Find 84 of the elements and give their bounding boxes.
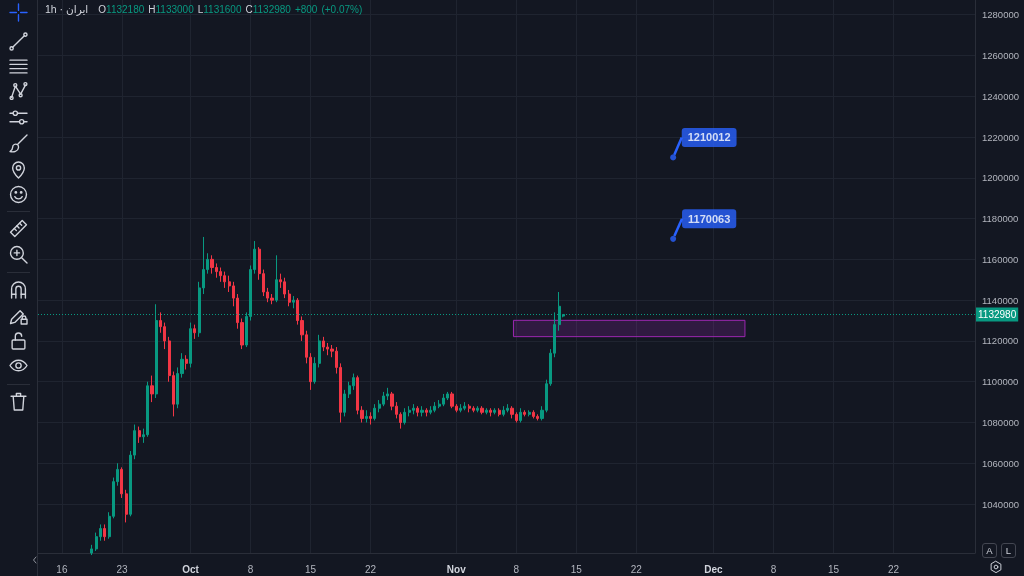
x-tick-label: 15	[827, 563, 840, 575]
candlestick	[433, 401, 436, 413]
x-tick-label: 23	[116, 563, 128, 575]
x-tick-label: Dec	[704, 563, 724, 575]
x-tick-label: 22	[365, 563, 377, 575]
candlestick	[322, 336, 325, 352]
candlestick	[523, 409, 526, 417]
candlestick	[493, 407, 496, 415]
x-tick-label: 15	[570, 563, 583, 575]
candlestick	[373, 403, 376, 421]
x-tick-label: 8	[770, 563, 777, 575]
x-tick-label: 8	[247, 563, 254, 575]
scale-button: L	[1001, 543, 1016, 558]
x-tick-label: 8	[513, 563, 520, 575]
candlestick	[318, 334, 321, 368]
candlestick	[275, 254, 278, 303]
candlestick	[476, 405, 479, 413]
candlestick	[459, 403, 462, 413]
x-tick-label: 16	[56, 563, 68, 575]
x-tick-label: 15	[305, 563, 317, 575]
x-tick-label: 22	[887, 563, 900, 575]
y-tick-label: 1180000	[982, 213, 1019, 225]
candlestick	[450, 391, 454, 409]
candlestick	[519, 407, 522, 423]
candlestick	[365, 409, 368, 423]
y-tick-label: 1080000	[982, 417, 1019, 428]
y-tick-label: 1240000	[982, 90, 1019, 102]
candlestick	[485, 407, 488, 415]
candlestick	[120, 466, 123, 499]
candlestick	[420, 405, 424, 417]
y-tick-label: 1220000	[982, 131, 1019, 143]
x-tick-label: Nov	[446, 563, 467, 575]
data-label: 1170063	[688, 212, 731, 225]
candlestick	[223, 271, 226, 289]
y-tick-label: 1060000	[982, 457, 1019, 469]
y-tick-label: 1100000	[982, 376, 1019, 388]
y-tick-label: 1120000	[982, 335, 1019, 347]
x-tick-label: Oct	[182, 563, 200, 575]
candlestick	[313, 356, 316, 385]
candlestick	[90, 544, 93, 554]
candlestick	[532, 409, 535, 419]
candlestick	[150, 375, 154, 403]
candlestick	[189, 322, 192, 368]
y-tick-label: 1200000	[982, 172, 1019, 184]
candlestick	[403, 407, 406, 426]
candlestick	[463, 401, 466, 411]
candlestick	[412, 403, 415, 415]
x-tick-label: 22	[630, 563, 643, 575]
ref-line-label: 1132980	[978, 308, 1017, 320]
candlestick	[425, 407, 428, 417]
chart-title: 1h · ایران	[45, 3, 89, 15]
y-tick-label: 1260000	[982, 49, 1019, 61]
candlestick	[288, 289, 291, 307]
y-tick-label: 1040000	[982, 498, 1019, 510]
chart-subtitle: O1132180 H1133000 L1131600 C1132980 +800 (+0.07%)	[98, 3, 363, 17]
candlestick	[283, 277, 286, 299]
candlestick	[498, 407, 501, 417]
candlestick	[185, 354, 188, 370]
candlestick	[210, 254, 214, 275]
candlestick	[480, 405, 484, 415]
candlestick	[103, 523, 106, 542]
candlestick	[429, 405, 432, 415]
candlestick	[506, 403, 509, 413]
y-tick-label: 1140000	[982, 294, 1019, 306]
candlestick	[510, 405, 514, 419]
candlestick	[408, 405, 411, 417]
candlestick	[442, 393, 445, 407]
scale-button: A	[982, 543, 997, 558]
candlestick	[468, 403, 471, 413]
candlestick	[343, 389, 346, 417]
candlestick	[369, 411, 372, 426]
candlestick	[528, 409, 531, 417]
candlestick	[193, 324, 196, 340]
candlestick	[125, 489, 128, 523]
candlestick	[416, 405, 419, 417]
data-label: 1210012	[687, 131, 731, 144]
candlestick	[536, 413, 539, 421]
candlestick	[138, 426, 141, 444]
y-tick-label: 1160000	[982, 253, 1019, 265]
candlestick	[292, 295, 295, 309]
candlestick	[472, 405, 475, 413]
candlestick	[502, 405, 505, 417]
candlestick	[489, 407, 492, 417]
y-tick-label: 1280000	[982, 9, 1019, 21]
